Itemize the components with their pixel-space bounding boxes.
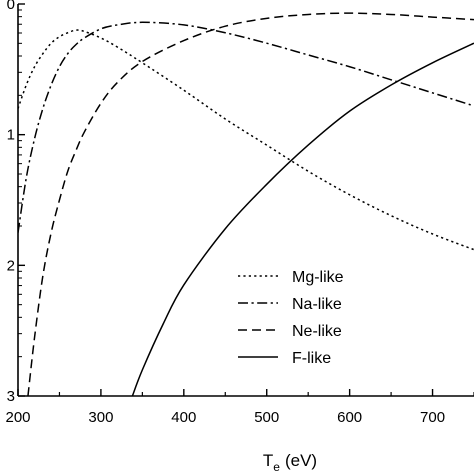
legend-label: F-like — [292, 350, 331, 367]
x-tick-label: 200 — [5, 409, 30, 426]
x-tick-label: 500 — [254, 409, 279, 426]
x-tick-label: 300 — [88, 409, 113, 426]
x-tick-label: 700 — [420, 409, 445, 426]
x-axis-title: Te (eV) — [263, 451, 317, 474]
legend: Mg-like Na-like Ne-like F-like — [238, 269, 344, 367]
x-axis-title-subscript: e — [273, 460, 280, 474]
plot-frame — [17, 4, 474, 397]
series-line-ne-like — [27, 12, 474, 396]
legend-label: Na-like — [292, 296, 342, 313]
series-layer — [18, 12, 474, 396]
x-tick-label: 600 — [337, 409, 362, 426]
series-line-f-like — [131, 42, 474, 396]
series-line-mg-like — [18, 29, 474, 251]
y-tick-label: 1 — [7, 127, 15, 144]
axis-ticks: 200 300 400 500 600 700 0 1 2 3 — [5, 0, 474, 426]
x-axis-title-main: T — [263, 451, 273, 470]
legend-label: Ne-like — [292, 323, 342, 340]
y-tick-label: 3 — [7, 388, 15, 405]
y-tick-label: 2 — [7, 257, 15, 274]
x-tick-label: 400 — [171, 409, 196, 426]
legend-label: Mg-like — [292, 269, 344, 286]
y-tick-label: 0 — [7, 0, 15, 13]
series-line-na-like — [18, 21, 474, 233]
x-axis-title-unit: (eV) — [285, 451, 317, 470]
